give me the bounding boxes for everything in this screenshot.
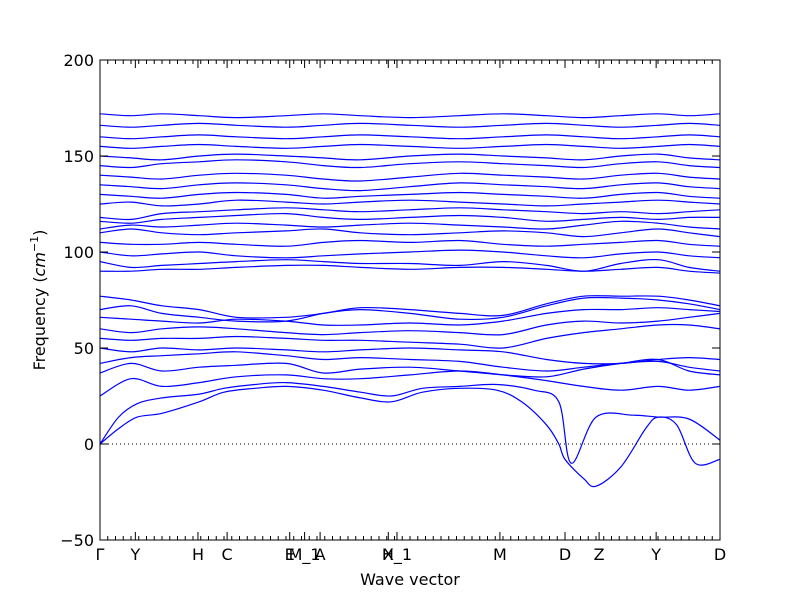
band-line-14 <box>99 249 721 259</box>
x-tick-label: C <box>222 545 233 564</box>
x-tick-label: Y <box>650 545 661 564</box>
y-tick-label: 150 <box>63 147 94 166</box>
band-line-27 <box>99 134 721 140</box>
band-line-12 <box>99 264 721 274</box>
y-axis-label-exponent: −1 <box>28 236 41 252</box>
y-axis-label-suffix: ) <box>30 230 49 236</box>
band-line-21 <box>99 191 721 199</box>
band-line-2 <box>99 381 721 464</box>
y-tick-label: −50 <box>60 531 94 550</box>
band-line-6 <box>99 347 721 365</box>
y-axis-label: Frequency (cm−1) <box>28 230 49 371</box>
band-line-19 <box>99 207 721 221</box>
band-line-1 <box>99 385 721 488</box>
band-line-15 <box>99 239 721 247</box>
x-tick-label: X <box>383 545 394 564</box>
band-lines <box>99 113 721 488</box>
band-line-4 <box>99 358 721 378</box>
y-tick-label: 0 <box>84 435 94 454</box>
band-line-28 <box>99 122 721 128</box>
x-tick-label: H <box>192 545 204 564</box>
x-tick-label: M <box>493 545 507 564</box>
plot-area-background <box>100 60 720 540</box>
x-axis-label: Wave vector <box>360 570 460 589</box>
plot-frame <box>99 59 721 541</box>
band-line-16 <box>99 228 721 238</box>
band-line-26 <box>99 143 721 149</box>
y-axis-label-prefix: Frequency ( <box>30 276 49 370</box>
band-line-3 <box>99 370 721 397</box>
band-line-25 <box>99 153 721 161</box>
x-tick-label: D <box>559 545 571 564</box>
band-line-29 <box>99 113 721 119</box>
band-line-7 <box>99 323 721 349</box>
y-tick-label: 50 <box>74 339 94 358</box>
band-line-17 <box>99 220 721 230</box>
x-tick-label: Z <box>594 545 605 564</box>
band-line-8 <box>99 312 721 336</box>
y-axis-label-unit: cm <box>30 252 49 276</box>
y-tick-label: 100 <box>63 243 94 262</box>
band-line-13 <box>99 258 721 272</box>
y-tick-label: 200 <box>63 51 94 70</box>
band-line-9 <box>99 307 721 326</box>
x-tick-label: M_1 <box>289 545 321 565</box>
band-line-10 <box>99 296 721 323</box>
band-line-20 <box>99 199 721 207</box>
x-tick-label: A <box>315 545 326 564</box>
band-line-24 <box>99 159 721 169</box>
x-tick-label: D <box>714 545 726 564</box>
band-line-18 <box>99 212 721 224</box>
x-tick-label: Y <box>129 545 140 564</box>
band-line-22 <box>99 182 721 192</box>
band-line-23 <box>99 172 721 182</box>
x-tick-label: E <box>285 545 295 564</box>
x-tick-label: H_1 <box>382 545 412 565</box>
x-ticks: Γ Y H C EM_1A XH_1 M D Z Y D <box>96 60 726 565</box>
x-tick-label: Γ <box>96 545 105 564</box>
band-line-11 <box>99 295 721 319</box>
